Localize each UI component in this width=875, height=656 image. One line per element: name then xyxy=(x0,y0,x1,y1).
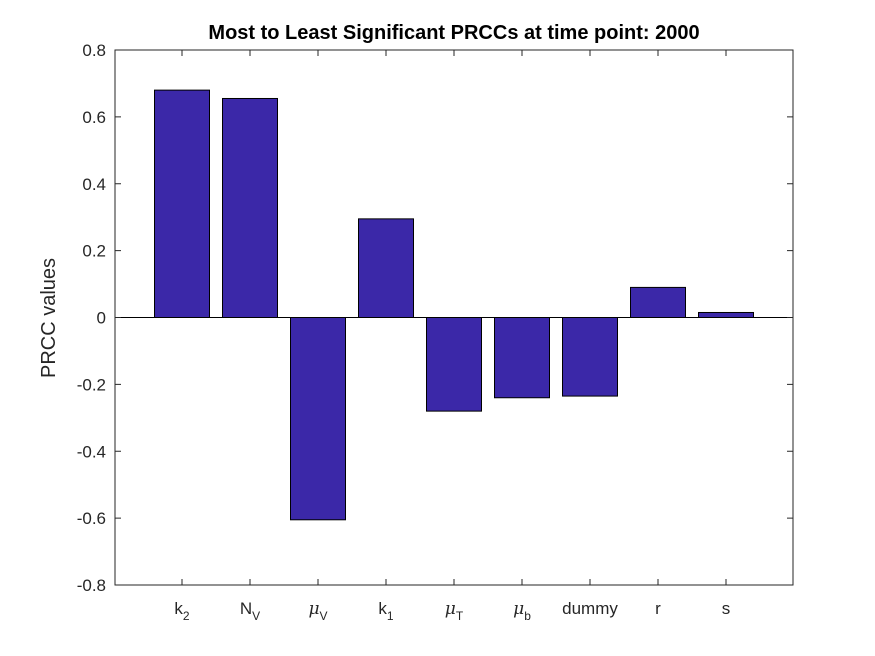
y-tick-label: -0.8 xyxy=(77,576,106,595)
y-tick-label: 0.4 xyxy=(82,175,106,194)
x-tick-label: μb xyxy=(513,599,531,623)
bar xyxy=(494,317,550,399)
x-tick-label: μT xyxy=(445,599,464,623)
bars xyxy=(154,89,754,521)
y-tick-label: 0.6 xyxy=(82,108,106,127)
bar xyxy=(154,89,210,318)
y-tick-label: 0 xyxy=(97,309,106,328)
y-tick-label: 0.8 xyxy=(82,41,106,60)
x-tick-label: k1 xyxy=(378,599,394,623)
bar xyxy=(358,218,414,318)
y-tick-label: -0.2 xyxy=(77,375,106,394)
bar xyxy=(222,97,278,318)
chart-title: Most to Least Significant PRCCs at time … xyxy=(208,22,699,44)
x-tick-label: dummy xyxy=(562,599,618,618)
y-axis-label: PRCC values xyxy=(38,258,60,378)
x-tick-label: k2 xyxy=(174,599,190,623)
x-tick-label: μV xyxy=(308,599,327,623)
bar xyxy=(426,317,482,412)
y-tick-label: -0.4 xyxy=(77,442,106,461)
x-ticks: k2 NV μV k1 μT μb dummy r s xyxy=(174,50,730,623)
y-ticks: -0.8 -0.6 -0.4 -0.2 0 0.2 0.4 0.6 0.8 xyxy=(77,41,793,595)
bar xyxy=(630,286,686,318)
x-tick-label: r xyxy=(655,599,661,618)
y-tick-label: 0.2 xyxy=(82,242,106,261)
bar xyxy=(290,317,346,521)
axes xyxy=(114,49,794,586)
x-tick-label: s xyxy=(722,599,731,618)
y-tick-label: -0.6 xyxy=(77,509,106,528)
x-tick-label: NV xyxy=(240,599,260,623)
bar xyxy=(562,317,618,397)
bar xyxy=(698,311,754,318)
